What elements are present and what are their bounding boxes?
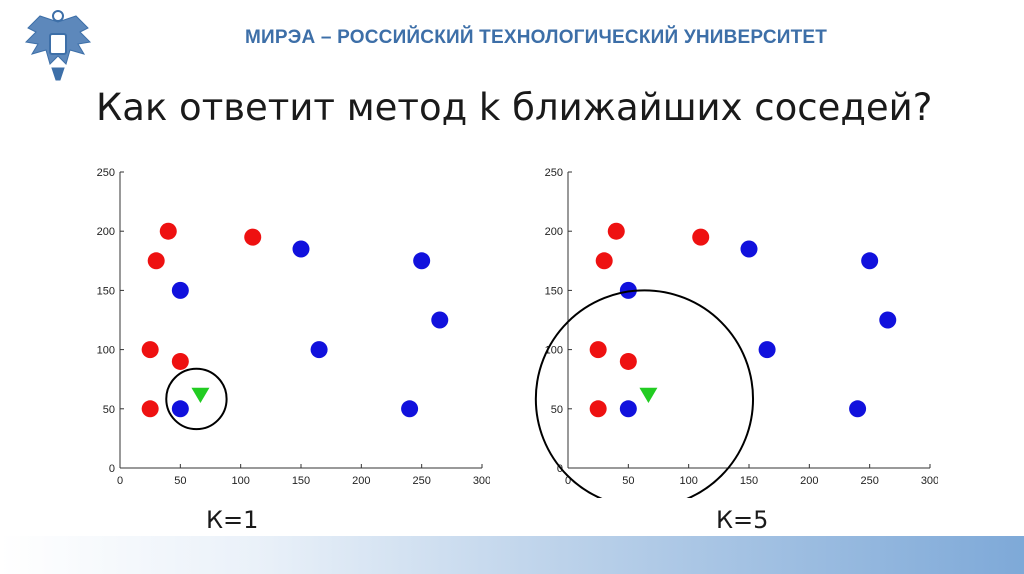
- x-tick-label: 50: [174, 475, 186, 487]
- x-tick-label: 50: [622, 475, 634, 487]
- blue-class-point: [310, 341, 328, 359]
- red-class-point: [692, 228, 710, 246]
- blue-class-point: [431, 311, 449, 329]
- university-name: МИРЭА – РОССИЙСКИЙ ТЕХНОЛОГИЧЕСКИЙ УНИВЕ…: [245, 27, 828, 48]
- y-tick-label: 250: [545, 167, 563, 179]
- red-class-point: [147, 252, 165, 270]
- eagle-emblem-icon: [24, 10, 92, 81]
- y-tick-label: 200: [97, 226, 115, 238]
- neighborhood-circle: [165, 367, 228, 431]
- x-tick-label: 150: [740, 475, 758, 487]
- red-class-point: [171, 352, 189, 370]
- blue-class-point: [171, 281, 189, 299]
- y-tick-label: 0: [557, 463, 563, 475]
- x-tick-label: 100: [679, 475, 697, 487]
- y-tick-label: 200: [545, 226, 563, 238]
- y-tick-label: 50: [103, 404, 115, 416]
- scatter-chart-k1: 0 50 100 150 200 250 300 0 50 100 150 200 250: [97, 167, 490, 487]
- blue-class-point: [292, 240, 310, 258]
- x-tick-label: 200: [352, 475, 370, 487]
- red-class-point: [607, 222, 625, 240]
- query-point-triangle: [191, 387, 210, 404]
- k-label-right: К=5: [716, 506, 769, 534]
- x-tick-label: 0: [565, 475, 571, 487]
- x-tick-label: 150: [292, 475, 310, 487]
- x-tick-label: 250: [412, 475, 430, 487]
- y-tick-label: 150: [97, 285, 115, 297]
- x-tick-label: 200: [800, 475, 818, 487]
- y-tick-label: 0: [109, 463, 115, 475]
- footer-band: [0, 536, 1024, 574]
- x-tick-label: 0: [117, 475, 123, 487]
- x-tick-label: 300: [921, 475, 938, 487]
- blue-class-point: [413, 252, 431, 270]
- x-tick-label: 100: [231, 475, 249, 487]
- blue-class-point: [401, 400, 419, 418]
- x-tick-label: 300: [473, 475, 490, 487]
- blue-class-point: [861, 252, 879, 270]
- blue-class-point: [849, 400, 867, 418]
- red-class-point: [141, 341, 159, 359]
- y-tick-label: 150: [545, 285, 563, 297]
- red-class-point: [244, 228, 262, 246]
- y-tick-label: 100: [97, 345, 115, 357]
- k-label-left: К=1: [206, 506, 259, 534]
- blue-class-point: [740, 240, 758, 258]
- query-point-triangle: [639, 387, 658, 404]
- neighborhood-circle: [534, 289, 755, 498]
- red-class-point: [619, 352, 637, 370]
- x-tick-label: 250: [860, 475, 878, 487]
- slide-title: Как ответит метод k ближайших соседей?: [96, 86, 933, 129]
- blue-class-point: [619, 281, 637, 299]
- blue-class-point: [879, 311, 897, 329]
- blue-class-point: [171, 400, 189, 418]
- y-tick-label: 50: [551, 404, 563, 416]
- red-class-point: [141, 400, 159, 418]
- red-class-point: [589, 341, 607, 359]
- blue-class-point: [619, 400, 637, 418]
- red-class-point: [159, 222, 177, 240]
- red-class-point: [595, 252, 613, 270]
- blue-class-point: [758, 341, 776, 359]
- red-class-point: [589, 400, 607, 418]
- y-tick-label: 250: [97, 167, 115, 179]
